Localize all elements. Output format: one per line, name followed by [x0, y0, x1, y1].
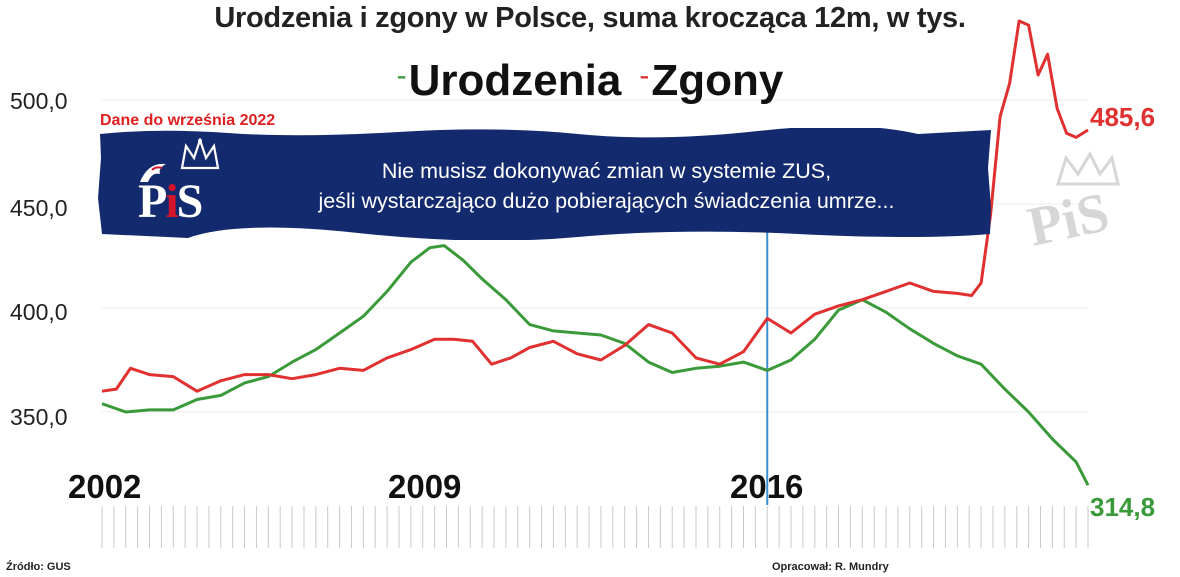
banner-background — [98, 128, 991, 240]
crown-icon — [180, 138, 220, 170]
legend-births-label: Urodzenia — [408, 56, 622, 105]
births-series-line — [101, 244, 1090, 486]
overlay-banner: PiS Nie musisz dokonywać zmian w systemi… — [98, 128, 993, 240]
x-year-label: 2002 — [68, 468, 142, 505]
legend-deaths-dash: - — [639, 59, 650, 92]
legend: -Urodzenia -Zgony — [0, 56, 1180, 106]
banner-line-2: jeśli wystarczająco dużo pobierających ś… — [318, 189, 895, 213]
data-note: Dane do września 2022 — [100, 112, 276, 129]
source-footer: Źródło: GUS — [6, 561, 71, 573]
logo-letter-p: P — [138, 175, 167, 228]
watermark-crown-icon — [1055, 150, 1120, 186]
y-tick-label: 350,0 — [10, 404, 68, 430]
author-footer: Opracował: R. Mundry — [772, 561, 889, 573]
logo-text: PiS — [138, 174, 204, 229]
watermark-logo: PiS — [1018, 150, 1168, 300]
x-year-label: 2009 — [388, 468, 462, 505]
logo-letter-i: i — [165, 175, 178, 228]
legend-deaths-label: Zgony — [651, 56, 784, 105]
x-year-label: 2016 — [730, 468, 804, 505]
watermark-text: PiS — [1022, 181, 1115, 259]
banner-line-1: Nie musisz dokonywać zmian w systemie ZU… — [381, 159, 832, 183]
series-layer — [101, 19, 1090, 486]
party-logo: PiS — [134, 138, 234, 238]
banner-message: Nie musisz dokonywać zmian w systemie ZU… — [228, 156, 985, 216]
chart-title: Urodzenia i zgony w Polsce, suma krocząc… — [214, 2, 966, 34]
y-tick-label: 500,0 — [10, 88, 68, 114]
y-tick-label: 450,0 — [10, 195, 68, 221]
eagle-icon — [140, 163, 166, 182]
logo-letter-s: S — [176, 175, 204, 228]
births-end-label: 314,8 — [1090, 492, 1156, 522]
y-tick-label: 400,0 — [10, 299, 68, 325]
x-axis-ticks — [101, 506, 1089, 548]
deaths-end-label: 485,6 — [1090, 102, 1156, 132]
deaths-series-line — [101, 19, 1089, 393]
legend-births-dash: - — [396, 59, 407, 92]
